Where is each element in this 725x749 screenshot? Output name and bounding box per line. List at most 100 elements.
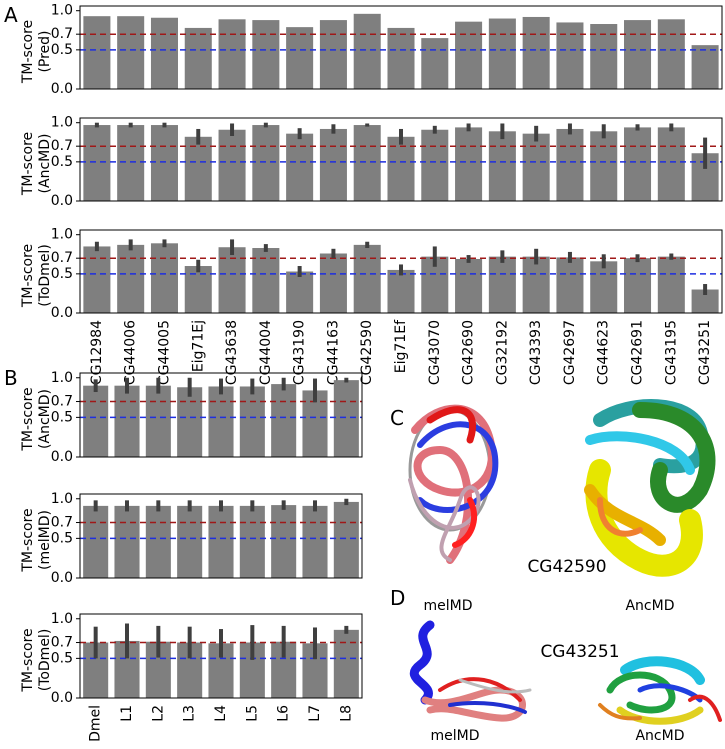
bar — [184, 266, 212, 313]
x-tick-label: CG44004 — [258, 320, 274, 385]
bar — [657, 256, 685, 313]
y-axis-label: TM-score — [20, 628, 36, 692]
bar — [624, 127, 652, 201]
axes-frame — [79, 613, 363, 699]
bar — [83, 125, 111, 201]
y-tick-label: 1.0 — [51, 611, 73, 627]
bar — [624, 20, 652, 90]
x-tick-label: Eig71Ej — [190, 320, 206, 372]
bar — [145, 385, 171, 457]
x-tick-label: CG43195 — [663, 320, 679, 385]
y-tick-label: 0.0 — [51, 81, 73, 97]
bar — [271, 505, 297, 578]
y-tick-label: 0.0 — [51, 305, 73, 321]
bar — [353, 125, 381, 201]
image-label: melMD — [424, 598, 473, 614]
x-tick-label: L3 — [182, 705, 198, 722]
bar — [522, 256, 550, 313]
x-tick-label: CG44623 — [596, 320, 612, 385]
protein-melmd-c — [408, 404, 499, 564]
x-tick-label: CG43638 — [224, 320, 240, 385]
bar — [590, 131, 618, 201]
bar — [184, 27, 212, 89]
x-tick-label: CG32192 — [494, 320, 510, 385]
y-tick-label: 0.5 — [51, 530, 73, 546]
bar — [319, 20, 347, 90]
x-tick-label: L2 — [150, 705, 166, 722]
y-axis-label: TM-score — [20, 387, 36, 451]
bar — [271, 384, 297, 457]
bar — [239, 505, 265, 578]
x-tick-label: CG42691 — [630, 320, 646, 385]
bar — [556, 128, 584, 201]
y-tick-label: 0.0 — [51, 449, 73, 465]
bar — [239, 386, 265, 457]
y-axis-label: (AncMD) — [37, 134, 53, 194]
y-axis-label: TM-score — [20, 244, 36, 308]
bar — [150, 17, 178, 89]
bar — [117, 244, 145, 313]
axes-frame — [79, 372, 363, 458]
y-tick-label: 1.0 — [51, 227, 73, 243]
x-tick-label: L7 — [307, 705, 323, 722]
x-tick-label: CG43251 — [697, 320, 713, 385]
bar — [83, 505, 109, 578]
image-label: melMD — [431, 728, 480, 744]
y-tick-label: 0.7 — [51, 394, 73, 410]
bar — [150, 243, 178, 313]
y-tick-label: 0.7 — [51, 515, 73, 531]
y-axis-label: TM-score — [20, 132, 36, 196]
bar — [488, 256, 516, 313]
bar — [556, 22, 584, 89]
bar — [83, 385, 109, 457]
bar — [218, 19, 246, 89]
y-axis-label: (AncMD) — [37, 389, 53, 449]
x-tick-label: CG43190 — [292, 320, 308, 385]
x-tick-label: CG43393 — [528, 320, 544, 385]
bar — [208, 386, 234, 457]
bar — [556, 257, 584, 313]
image-title: CG42590 — [527, 557, 606, 577]
y-tick-label: 0.7 — [51, 250, 73, 266]
panel-label: C — [390, 406, 404, 430]
y-tick-label: 0.0 — [51, 193, 73, 209]
image-label: AncMD — [635, 728, 684, 744]
bar — [208, 505, 234, 578]
x-tick-label: L1 — [119, 705, 135, 722]
bar — [455, 127, 483, 201]
bar — [488, 131, 516, 201]
bar — [83, 16, 111, 89]
y-tick-label: 0.0 — [51, 570, 73, 586]
y-tick-label: 0.0 — [51, 690, 73, 706]
bar — [387, 27, 415, 89]
protein-melmd-d — [409, 620, 532, 722]
x-tick-label: L8 — [338, 705, 354, 722]
x-tick-label: L6 — [276, 705, 292, 722]
x-tick-label: CG44163 — [325, 320, 341, 385]
y-tick-label: 0.7 — [51, 635, 73, 651]
bar — [302, 505, 328, 578]
bar — [522, 133, 550, 201]
y-axis-label: (melMD) — [37, 510, 53, 570]
bar — [286, 271, 314, 313]
bar — [218, 129, 246, 201]
bar — [177, 505, 203, 578]
bar — [421, 38, 449, 89]
y-tick-label: 0.5 — [51, 42, 73, 58]
image-label: AncMD — [625, 598, 674, 614]
y-axis-label: TM-score — [20, 20, 36, 84]
bar — [657, 127, 685, 201]
panel-label: A — [4, 3, 18, 27]
bar — [218, 247, 246, 313]
bar — [624, 258, 652, 313]
bar — [353, 244, 381, 313]
axes-frame — [79, 493, 363, 579]
x-tick-label: CG44005 — [156, 320, 172, 385]
bar — [83, 246, 111, 313]
x-tick-label: Dmel — [88, 705, 104, 742]
bar — [117, 16, 145, 89]
bar — [333, 501, 359, 578]
x-tick-label: CG44006 — [123, 320, 139, 385]
x-tick-label: CG42590 — [359, 320, 375, 385]
panel-label: D — [390, 586, 405, 610]
